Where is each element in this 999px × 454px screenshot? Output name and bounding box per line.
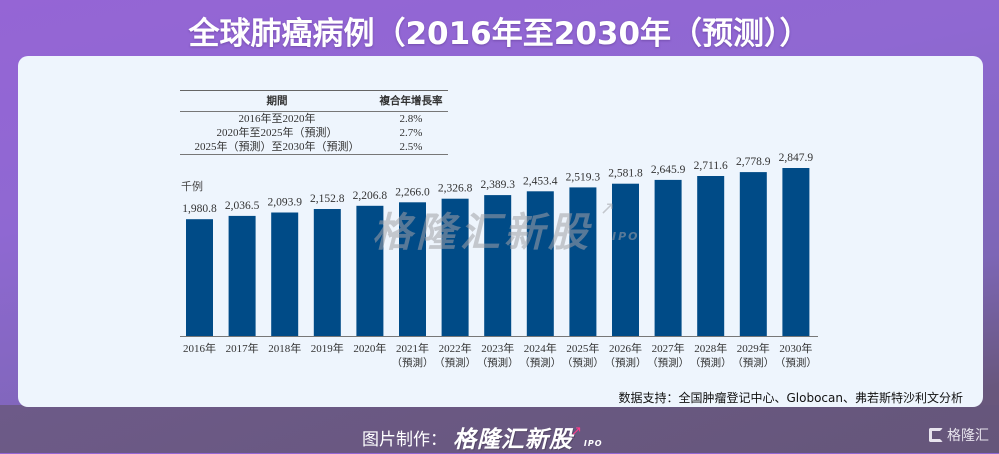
watermark-arrow-icon: ↗ — [600, 198, 616, 219]
bar-2021年 — [399, 202, 426, 336]
x-tick-sublabel: （預測） — [775, 356, 817, 369]
bar-2023年 — [484, 195, 512, 336]
cagr-period: 2020年至2025年（預測） — [216, 127, 338, 139]
x-tick-label: 2029年 — [737, 341, 770, 355]
page-title: 全球肺癌病例（2016年至2030年（预测）） — [188, 16, 811, 52]
value-label: 2,711.6 — [694, 160, 728, 172]
bar-2030年 — [782, 168, 810, 336]
bar-2016年 — [186, 219, 213, 336]
bar-2022年 — [441, 198, 469, 336]
x-tick-label: 2023年 — [481, 341, 514, 355]
value-label: 2,152.8 — [310, 193, 345, 205]
value-label: 2,266.0 — [395, 186, 430, 198]
x-tick-sublabel: （預測） — [434, 356, 476, 369]
bar-2027年 — [654, 179, 682, 336]
value-label: 2,581.8 — [608, 168, 643, 180]
x-tick-label: 2017年 — [226, 341, 259, 355]
bars-group — [186, 168, 810, 336]
value-label: 2,645.9 — [651, 164, 686, 176]
table-row: 2025年（預測）至2030年（預測） 2.5% — [180, 140, 448, 155]
table-row: 2016年至2020年 2.8% — [180, 112, 448, 127]
x-tick-sublabel: （預測） — [519, 356, 561, 369]
gelonghui-g-icon — [929, 428, 943, 442]
cagr-table-header: 期間 複合年增長率 — [180, 90, 448, 112]
image-credit: 图片制作： 格隆汇新股 ↗ IPO — [362, 420, 603, 454]
corner-logo-text: 格隆汇 — [947, 428, 989, 444]
value-label: 2,206.8 — [353, 190, 388, 202]
cagr-header-period: 期間 — [180, 90, 374, 112]
table-row: 2020年至2025年（預測） 2.7% — [180, 126, 448, 140]
bar-2024年 — [526, 191, 554, 336]
cagr-rate: 2.7% — [399, 127, 423, 139]
x-tick-sublabel: （預測） — [690, 356, 732, 369]
x-tick-label: 2020年 — [353, 341, 386, 355]
x-tick-labels-group: 2016年 2017年 2018年 2019年 2020年 2021年（預測）2022年（… — [183, 341, 817, 369]
value-label: 2,389.3 — [480, 179, 515, 191]
x-tick-sublabel: （預測） — [392, 356, 434, 369]
value-label: 2,326.8 — [438, 183, 473, 195]
x-tick-label: 2024年 — [524, 341, 557, 355]
x-tick-label: 2021年 — [396, 341, 429, 355]
data-source: 数据支持：全国肿瘤登记中心、Globocan、弗若斯特沙利文分析 — [618, 391, 964, 405]
bar-2029年 — [739, 172, 767, 336]
value-label: 2,093.9 — [267, 197, 302, 209]
x-tick-sublabel: （預測） — [477, 356, 519, 369]
x-tick-sublabel: （預測） — [605, 356, 647, 369]
x-tick-label: 2019年 — [311, 341, 344, 355]
y-axis-unit-label: 千例 — [181, 180, 203, 193]
value-label: 2,519.3 — [566, 171, 601, 183]
cagr-table: 期間 複合年增長率 2016年至2020年 2.8% 2020年至2025年（預… — [180, 90, 448, 155]
watermark-ipo: IPO — [612, 230, 640, 243]
credit-ipo: IPO — [583, 438, 603, 448]
x-tick-label: 2016年 — [183, 341, 216, 355]
x-tick-sublabel: （預測） — [732, 356, 774, 369]
bar-2028年 — [697, 176, 725, 336]
value-label: 2,847.9 — [779, 152, 814, 164]
x-tick-sublabel: （預測） — [647, 356, 689, 369]
bar-2026年 — [612, 183, 639, 336]
corner-logo: 格隆汇 — [929, 425, 989, 445]
bar-2019年 — [313, 209, 341, 336]
value-label: 2,778.9 — [736, 156, 771, 168]
cagr-period: 2025年（預測）至2030年（預測） — [194, 141, 360, 153]
x-tick-label: 2022年 — [439, 341, 472, 355]
value-label: 1,980.8 — [182, 203, 217, 215]
trend-arrow-icon: ↗ — [571, 423, 582, 439]
bar-2025年 — [569, 187, 597, 336]
credit-brand-logo: 格隆汇新股 — [453, 427, 573, 453]
value-label: 2,453.4 — [523, 175, 558, 187]
bar-2017年 — [228, 215, 256, 336]
cagr-rate: 2.8% — [399, 113, 423, 125]
cagr-rate: 2.5% — [399, 141, 423, 153]
bar-2018年 — [271, 212, 299, 336]
cagr-period: 2016年至2020年 — [238, 113, 316, 125]
value-labels-group: 1,980.8 2,036.5 2,093.9 2,152.8 2,206.8 2,266… — [182, 152, 813, 215]
x-tick-label: 2028年 — [694, 341, 727, 355]
bar-2020年 — [356, 205, 384, 336]
x-tick-label: 2018年 — [268, 341, 301, 355]
credit-label: 图片制作： — [362, 429, 447, 450]
x-tick-label: 2030年 — [779, 341, 812, 355]
x-tick-sublabel: （預測） — [562, 356, 604, 369]
x-tick-label: 2027年 — [652, 341, 685, 355]
x-tick-label: 2026年 — [609, 341, 642, 355]
value-label: 2,036.5 — [225, 200, 260, 212]
footer-band — [0, 405, 999, 453]
cagr-header-rate: 複合年增長率 — [373, 90, 448, 112]
x-tick-label: 2025年 — [566, 341, 599, 355]
